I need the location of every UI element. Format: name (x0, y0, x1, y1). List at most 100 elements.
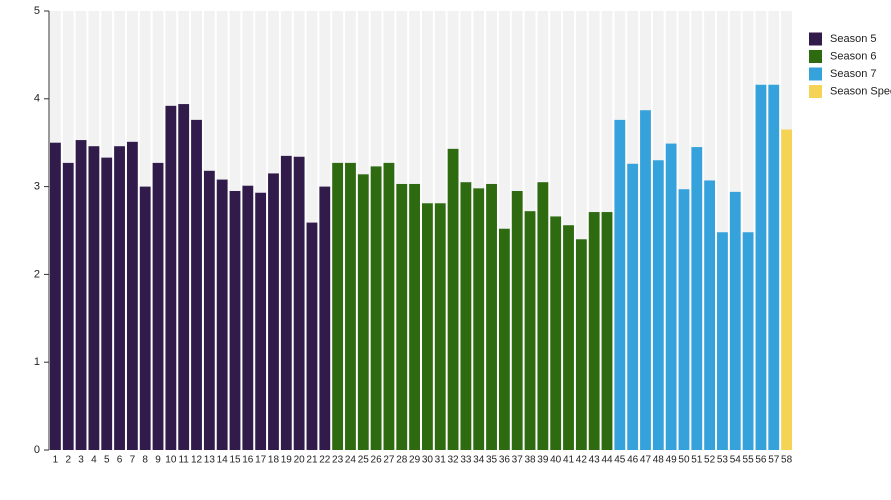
y-tick-label: 1 (34, 356, 40, 368)
x-tick-label: 26 (371, 455, 383, 466)
legend-label: Season 6 (830, 50, 876, 62)
bar (293, 156, 305, 451)
bar (537, 182, 549, 450)
bar (665, 143, 677, 450)
bar (652, 160, 664, 450)
bar (178, 104, 190, 451)
x-tick-label: 51 (691, 455, 703, 466)
bar (601, 212, 613, 450)
x-tick-label: 27 (383, 455, 395, 466)
x-tick-label: 50 (678, 455, 690, 466)
bar (511, 190, 523, 451)
bar (126, 141, 138, 450)
x-tick-label: 23 (332, 455, 344, 466)
bar (152, 162, 164, 451)
bar (357, 174, 369, 451)
x-tick-label: 49 (666, 455, 678, 466)
bar (627, 163, 639, 450)
bar (306, 222, 318, 450)
bar (88, 146, 100, 450)
x-tick-label: 22 (319, 455, 331, 466)
x-tick-label: 14 (217, 455, 229, 466)
x-tick-label: 53 (717, 455, 729, 466)
bar (409, 183, 420, 450)
bar (242, 185, 254, 451)
x-tick-label: 6 (117, 455, 123, 466)
bar (101, 157, 113, 450)
x-tick-label: 55 (743, 455, 755, 466)
x-tick-label: 40 (550, 455, 562, 466)
bar (729, 191, 741, 451)
x-tick-label: 13 (204, 455, 216, 466)
x-tick-label: 21 (306, 455, 318, 466)
x-tick-label: 46 (627, 455, 639, 466)
legend-swatch (809, 32, 822, 46)
bar (370, 166, 382, 450)
x-tick-label: 2 (65, 455, 71, 466)
x-tick-label: 16 (242, 455, 254, 466)
bar (640, 110, 651, 451)
bar (575, 239, 587, 450)
x-tick-label: 1 (53, 455, 59, 466)
x-tick-label: 31 (435, 455, 447, 466)
bar (563, 225, 574, 450)
x-tick-label: 9 (155, 455, 161, 466)
x-tick-label: 52 (704, 455, 716, 466)
x-tick-label: 43 (589, 455, 601, 466)
y-tick-label: 5 (34, 5, 40, 17)
bar (139, 186, 151, 450)
bar (447, 148, 459, 450)
x-tick-label: 8 (142, 455, 148, 466)
x-tick-label: 41 (563, 455, 575, 466)
y-tick-label: 2 (34, 268, 40, 280)
bar (396, 183, 408, 450)
x-tick-label: 47 (640, 455, 652, 466)
bar (678, 189, 690, 450)
legend-label: Season Spec (830, 85, 891, 97)
bar (203, 170, 215, 450)
bar (550, 216, 562, 450)
x-tick-label: 48 (653, 455, 665, 466)
x-tick-label: 39 (537, 455, 549, 466)
x-tick-label: 37 (512, 455, 524, 466)
bar (498, 228, 510, 450)
bar (460, 182, 472, 450)
bar (691, 147, 703, 450)
x-tick-label: 30 (422, 455, 434, 466)
bar (280, 155, 292, 450)
x-tick-label: 20 (294, 455, 306, 466)
x-tick-label: 33 (460, 455, 472, 466)
y-tick-label: 0 (34, 444, 40, 456)
bar (383, 162, 395, 451)
x-tick-label: 34 (473, 455, 485, 466)
bar (332, 162, 344, 451)
x-tick-label: 25 (358, 455, 370, 466)
bar (345, 162, 356, 451)
bar (62, 162, 74, 451)
bar (191, 119, 202, 450)
legend-swatch (809, 50, 822, 63)
x-tick-label: 42 (576, 455, 588, 466)
column-background (575, 11, 587, 450)
x-tick-label: 45 (614, 455, 626, 466)
bar (524, 211, 536, 450)
bar (75, 140, 87, 451)
x-tick-label: 36 (499, 455, 511, 466)
bar (781, 129, 792, 450)
bar (742, 232, 754, 450)
bar (434, 203, 446, 450)
x-tick-label: 12 (191, 455, 203, 466)
x-tick-label: 57 (768, 455, 780, 466)
bar (319, 186, 331, 450)
x-tick-label: 11 (178, 455, 189, 466)
x-tick-label: 32 (448, 455, 460, 466)
x-tick-label: 38 (524, 455, 536, 466)
x-tick-label: 15 (229, 455, 241, 466)
x-tick-label: 7 (130, 455, 136, 466)
bar (50, 142, 61, 450)
bar (704, 180, 716, 451)
bar (768, 84, 780, 450)
bar (614, 119, 626, 450)
bar (114, 146, 125, 450)
